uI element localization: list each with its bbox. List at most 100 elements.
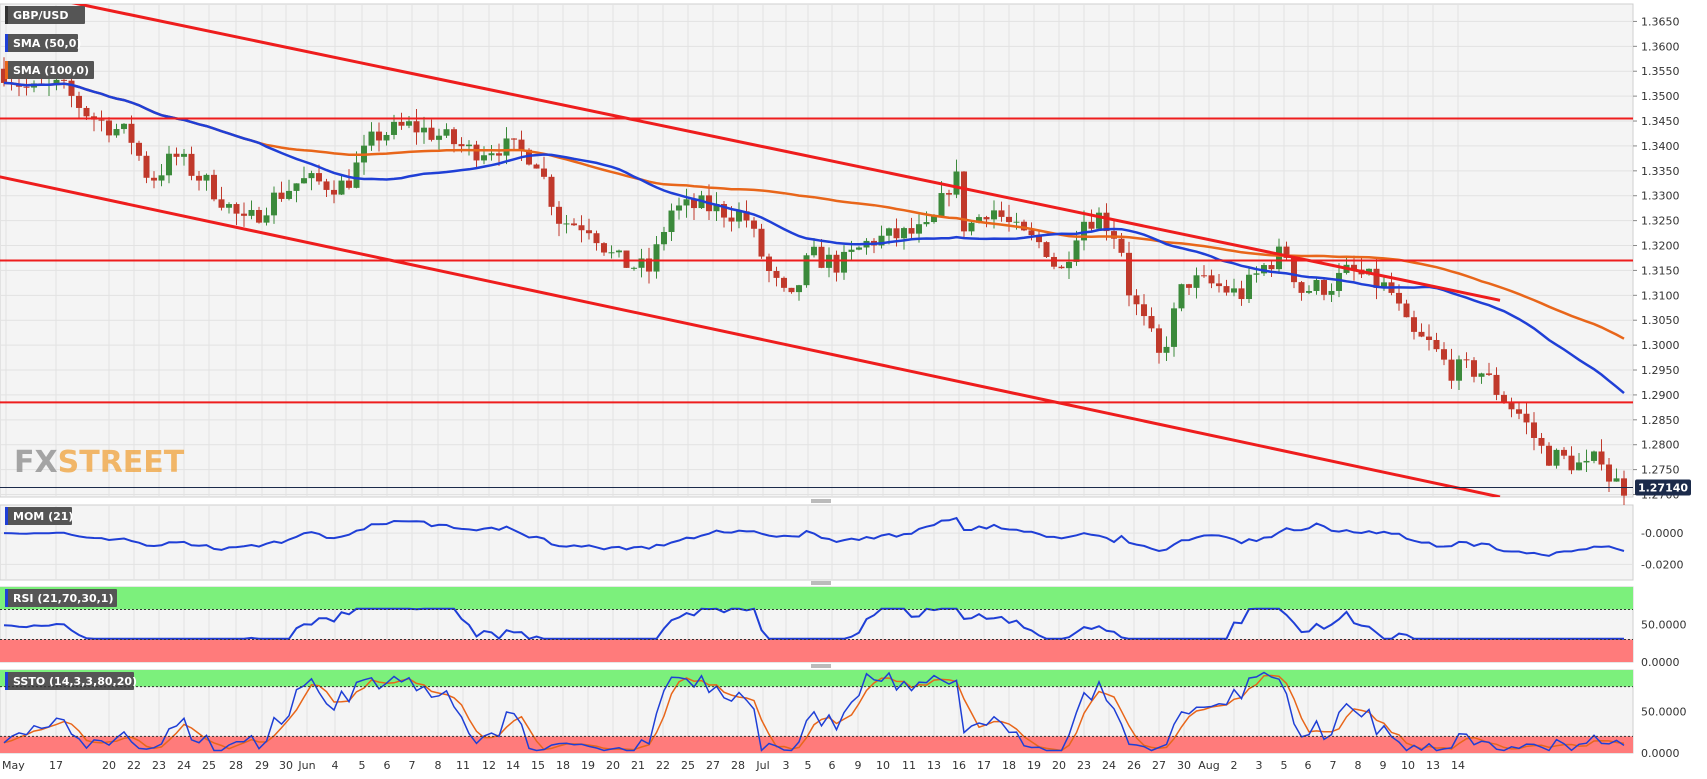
candle-body-144 [1081,221,1087,241]
x-tick-label-8: 29 [255,759,269,772]
y-tick-label-14: 1.3400 [1641,140,1680,153]
candle-body-22 [166,153,172,176]
candle-body-175 [1313,279,1320,292]
candle-body-151 [1133,295,1140,305]
candle-body-192 [1441,349,1447,360]
candle-body-49 [368,131,375,146]
candle-body-21 [158,175,165,181]
candle-body-16 [121,123,127,130]
candle-body-51 [383,134,390,141]
candle-body-158 [1186,284,1192,288]
symbol-badge: GBP/USD [13,9,68,22]
candle-body-65 [488,153,495,156]
candle-body-81 [608,252,615,254]
channel-lower-trendline [0,175,1501,497]
x-tick-label-5: 24 [177,759,191,772]
candle-body-112 [841,251,847,273]
ssto-y-label-1: 0.0000 [1641,747,1680,760]
x-tick-label-19: 15 [531,759,545,772]
candle-body-207 [1553,449,1560,466]
candle-body-196 [1471,360,1477,377]
candle-body-28 [211,174,217,200]
candle-body-121 [908,228,915,234]
candle-body-69 [518,139,525,150]
candle-body-53 [398,121,405,126]
x-tick-label-27: 28 [731,759,745,772]
x-tick-label-0: May [2,759,25,772]
mom-line [3,516,1625,557]
candle-body-44 [331,189,337,195]
x-tick-label-49: 5 [1281,759,1288,772]
candle-body-64 [481,155,487,161]
candle-body-60 [451,129,457,145]
candle-body-124 [931,216,937,223]
legend-ssto-bg [5,672,134,690]
candle-body-216 [1621,478,1627,496]
x-tick-label-4: 23 [152,759,166,772]
candle-body-97 [728,217,735,222]
candle-body-118 [886,228,892,236]
candle-body-134 [1006,216,1012,223]
candle-body-215 [1613,478,1620,482]
candle-body-18 [136,142,142,156]
x-tick-label-23: 21 [631,759,645,772]
candle-body-162 [1216,283,1222,287]
x-tick-label-24: 22 [656,759,670,772]
candle-body-117 [878,235,885,246]
mom-y-label-1: -0.0200 [1641,558,1683,571]
x-tick-label-21: 19 [581,759,595,772]
candle-body-83 [623,250,630,268]
candle-body-70 [526,149,532,165]
candle-body-19 [143,155,150,178]
candle-body-138 [1036,235,1042,243]
candle-body-17 [128,123,135,143]
legend-ssto-swatch [5,672,8,690]
rsi-line [3,607,1624,640]
x-tick-label-53: 9 [1380,759,1387,772]
candle-body-128 [961,171,967,232]
candle-body-30 [226,204,232,208]
candle-body-166 [1246,274,1252,300]
x-tick-label-41: 23 [1077,759,1091,772]
x-tick-label-50: 6 [1305,759,1312,772]
candle-body-136 [1021,221,1027,231]
y-tick-label-10: 1.3200 [1641,240,1680,253]
rsi-y-label-0: 50.0000 [1641,619,1687,632]
candle-body-114 [856,247,862,250]
candle-body-11 [83,107,90,117]
x-tick-label-22: 20 [606,759,620,772]
candle-body-142 [1066,261,1072,269]
candle-body-131 [983,217,990,220]
symbol-badge-swatch [5,6,8,24]
candle-body-76 [571,223,577,226]
candle-body-87 [653,244,660,272]
candle-body-171 [1283,246,1290,258]
candle-body-168 [1261,265,1267,274]
candle-body-156 [1171,308,1177,347]
candle-body-152 [1141,304,1147,317]
candle-body-13 [98,119,105,121]
candle-body-201 [1508,402,1515,410]
y-tick-label-12: 1.3300 [1641,190,1680,203]
candle-body-34 [256,209,262,223]
candle-body-79 [593,233,600,244]
candle-body-120 [901,228,907,239]
x-tick-label-29: 3 [783,759,790,772]
candle-body-173 [1298,282,1305,293]
candle-body-167 [1253,273,1260,275]
x-tick-label-30: 5 [805,759,812,772]
candle-body-73 [548,176,555,207]
candle-body-56 [421,127,427,133]
ssto-k-line [3,671,1625,752]
x-tick-label-46: Aug [1198,759,1219,772]
candle-body-169 [1268,265,1275,270]
candle-body-40 [301,178,307,184]
candle-body-177 [1328,290,1335,295]
legend-sma50-bg [5,34,78,52]
x-tick-label-7: 28 [229,759,243,772]
x-tick-label-17: 12 [482,759,496,772]
ssto-y-label-0: 50.0000 [1641,706,1687,719]
candle-body-178 [1336,272,1342,291]
candle-body-198 [1486,373,1492,375]
candle-body-108 [811,246,817,256]
